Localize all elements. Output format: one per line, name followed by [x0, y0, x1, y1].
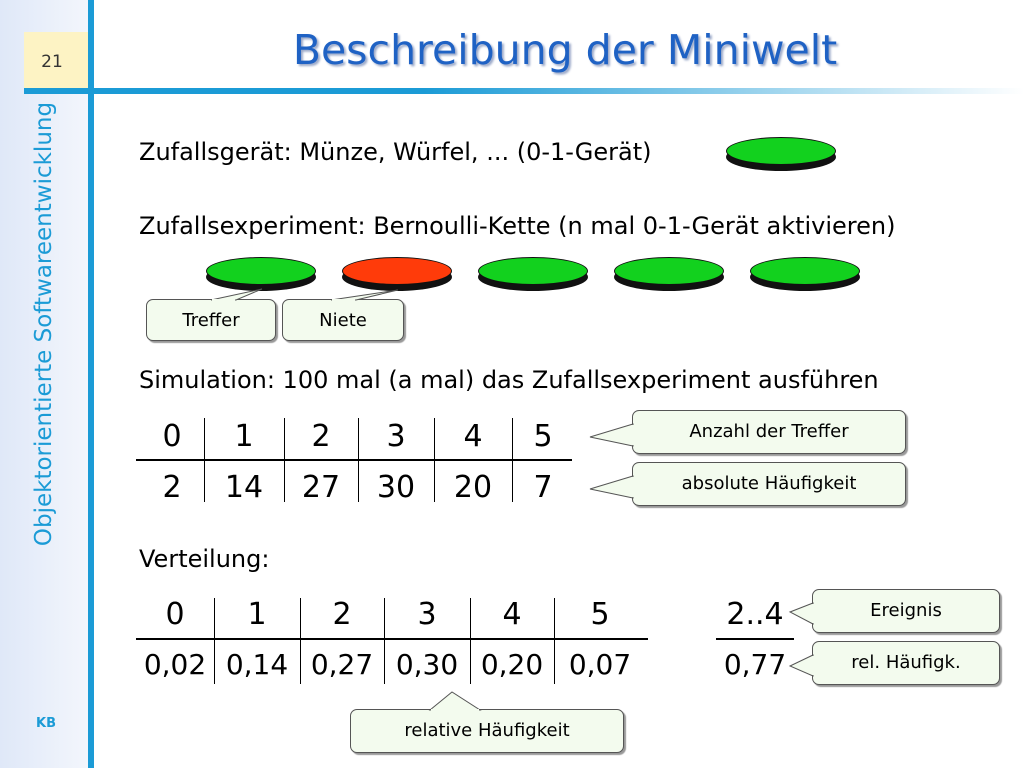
callout-absolute-text: absolute Häufigkeit	[681, 473, 857, 494]
table-absolute-rule	[136, 459, 572, 461]
rel-value-cell: 0,27	[310, 648, 374, 681]
abs-header-cell: 4	[463, 419, 483, 454]
event-header-cell: 2..4	[726, 597, 784, 632]
callout-relative: relative Häufigkeit	[350, 709, 624, 753]
callout-absolute: absolute Häufigkeit	[632, 462, 906, 506]
abs-header-cell: 5	[533, 419, 553, 454]
callout-rel-kurz-text: rel. Häufigk.	[851, 652, 961, 673]
abs-header-cell: 0	[162, 419, 182, 454]
horizontal-accent-bar	[24, 88, 1024, 94]
text-distribution: Verteilung:	[139, 545, 270, 573]
rel-header-cell: 3	[417, 597, 437, 632]
callout-niete-text: Niete	[319, 310, 367, 331]
rel-header-cell: 5	[590, 597, 610, 632]
page-number-box: 21	[24, 32, 92, 94]
coin-chain-3	[478, 257, 588, 291]
coin-chain-4	[614, 257, 724, 291]
rel-value-cell: 0,02	[143, 648, 207, 681]
vertical-accent-bar	[88, 0, 94, 768]
abs-value-cell: 7	[533, 470, 553, 505]
abs-value-cell: 27	[301, 470, 341, 505]
rel-value-cell: 0,20	[480, 648, 544, 681]
callout-treffer-text: Treffer	[182, 310, 240, 331]
rel-header-cell: 4	[502, 597, 522, 632]
abs-value-cell: 30	[376, 470, 416, 505]
rel-value-cell: 0,14	[225, 648, 289, 681]
table-relative-rule	[136, 638, 648, 640]
abs-header-cell: 1	[234, 419, 254, 454]
page-number: 21	[41, 52, 63, 72]
text-simulation: Simulation: 100 mal (a mal) das Zufallse…	[139, 366, 879, 394]
callout-relative-text: relative Häufigkeit	[404, 720, 570, 741]
text-random-device: Zufallsgerät: Münze, Würfel, ... (0-1-Ge…	[139, 138, 652, 166]
table-event-rule	[716, 638, 794, 640]
rel-value-cell: 0,30	[395, 648, 459, 681]
abs-value-cell: 2	[162, 470, 182, 505]
callout-niete: Niete	[282, 299, 404, 341]
sidebar-title: Objektorientierte Softwareentwicklung	[31, 101, 57, 547]
callout-rel-kurz: rel. Häufigk.	[812, 641, 1000, 685]
rel-header-cell: 1	[247, 597, 267, 632]
callout-treffer: Treffer	[146, 299, 276, 341]
abs-value-cell: 20	[453, 470, 493, 505]
coin-chain-5	[750, 257, 860, 291]
callout-ereignis-text: Ereignis	[870, 600, 942, 621]
text-random-experiment: Zufallsexperiment: Bernoulli-Kette (n ma…	[139, 212, 896, 240]
sidebar-background	[0, 0, 88, 768]
rel-value-cell: 0,07	[568, 648, 632, 681]
rel-header-cell: 0	[165, 597, 185, 632]
callout-anzahl-text: Anzahl der Treffer	[689, 421, 849, 442]
event-value-cell: 0,77	[723, 648, 787, 681]
coin-chain-2	[342, 257, 452, 291]
coin-device	[726, 137, 836, 171]
abs-value-cell: 14	[224, 470, 264, 505]
abs-header-cell: 2	[311, 419, 331, 454]
coin-chain-1	[206, 257, 316, 291]
callout-anzahl: Anzahl der Treffer	[632, 410, 906, 454]
rel-header-cell: 2	[332, 597, 352, 632]
abs-header-cell: 3	[386, 419, 406, 454]
slide-title: Beschreibung der Miniwelt	[292, 26, 838, 74]
callout-ereignis: Ereignis	[812, 589, 1000, 633]
footer-label: KB	[36, 716, 56, 731]
